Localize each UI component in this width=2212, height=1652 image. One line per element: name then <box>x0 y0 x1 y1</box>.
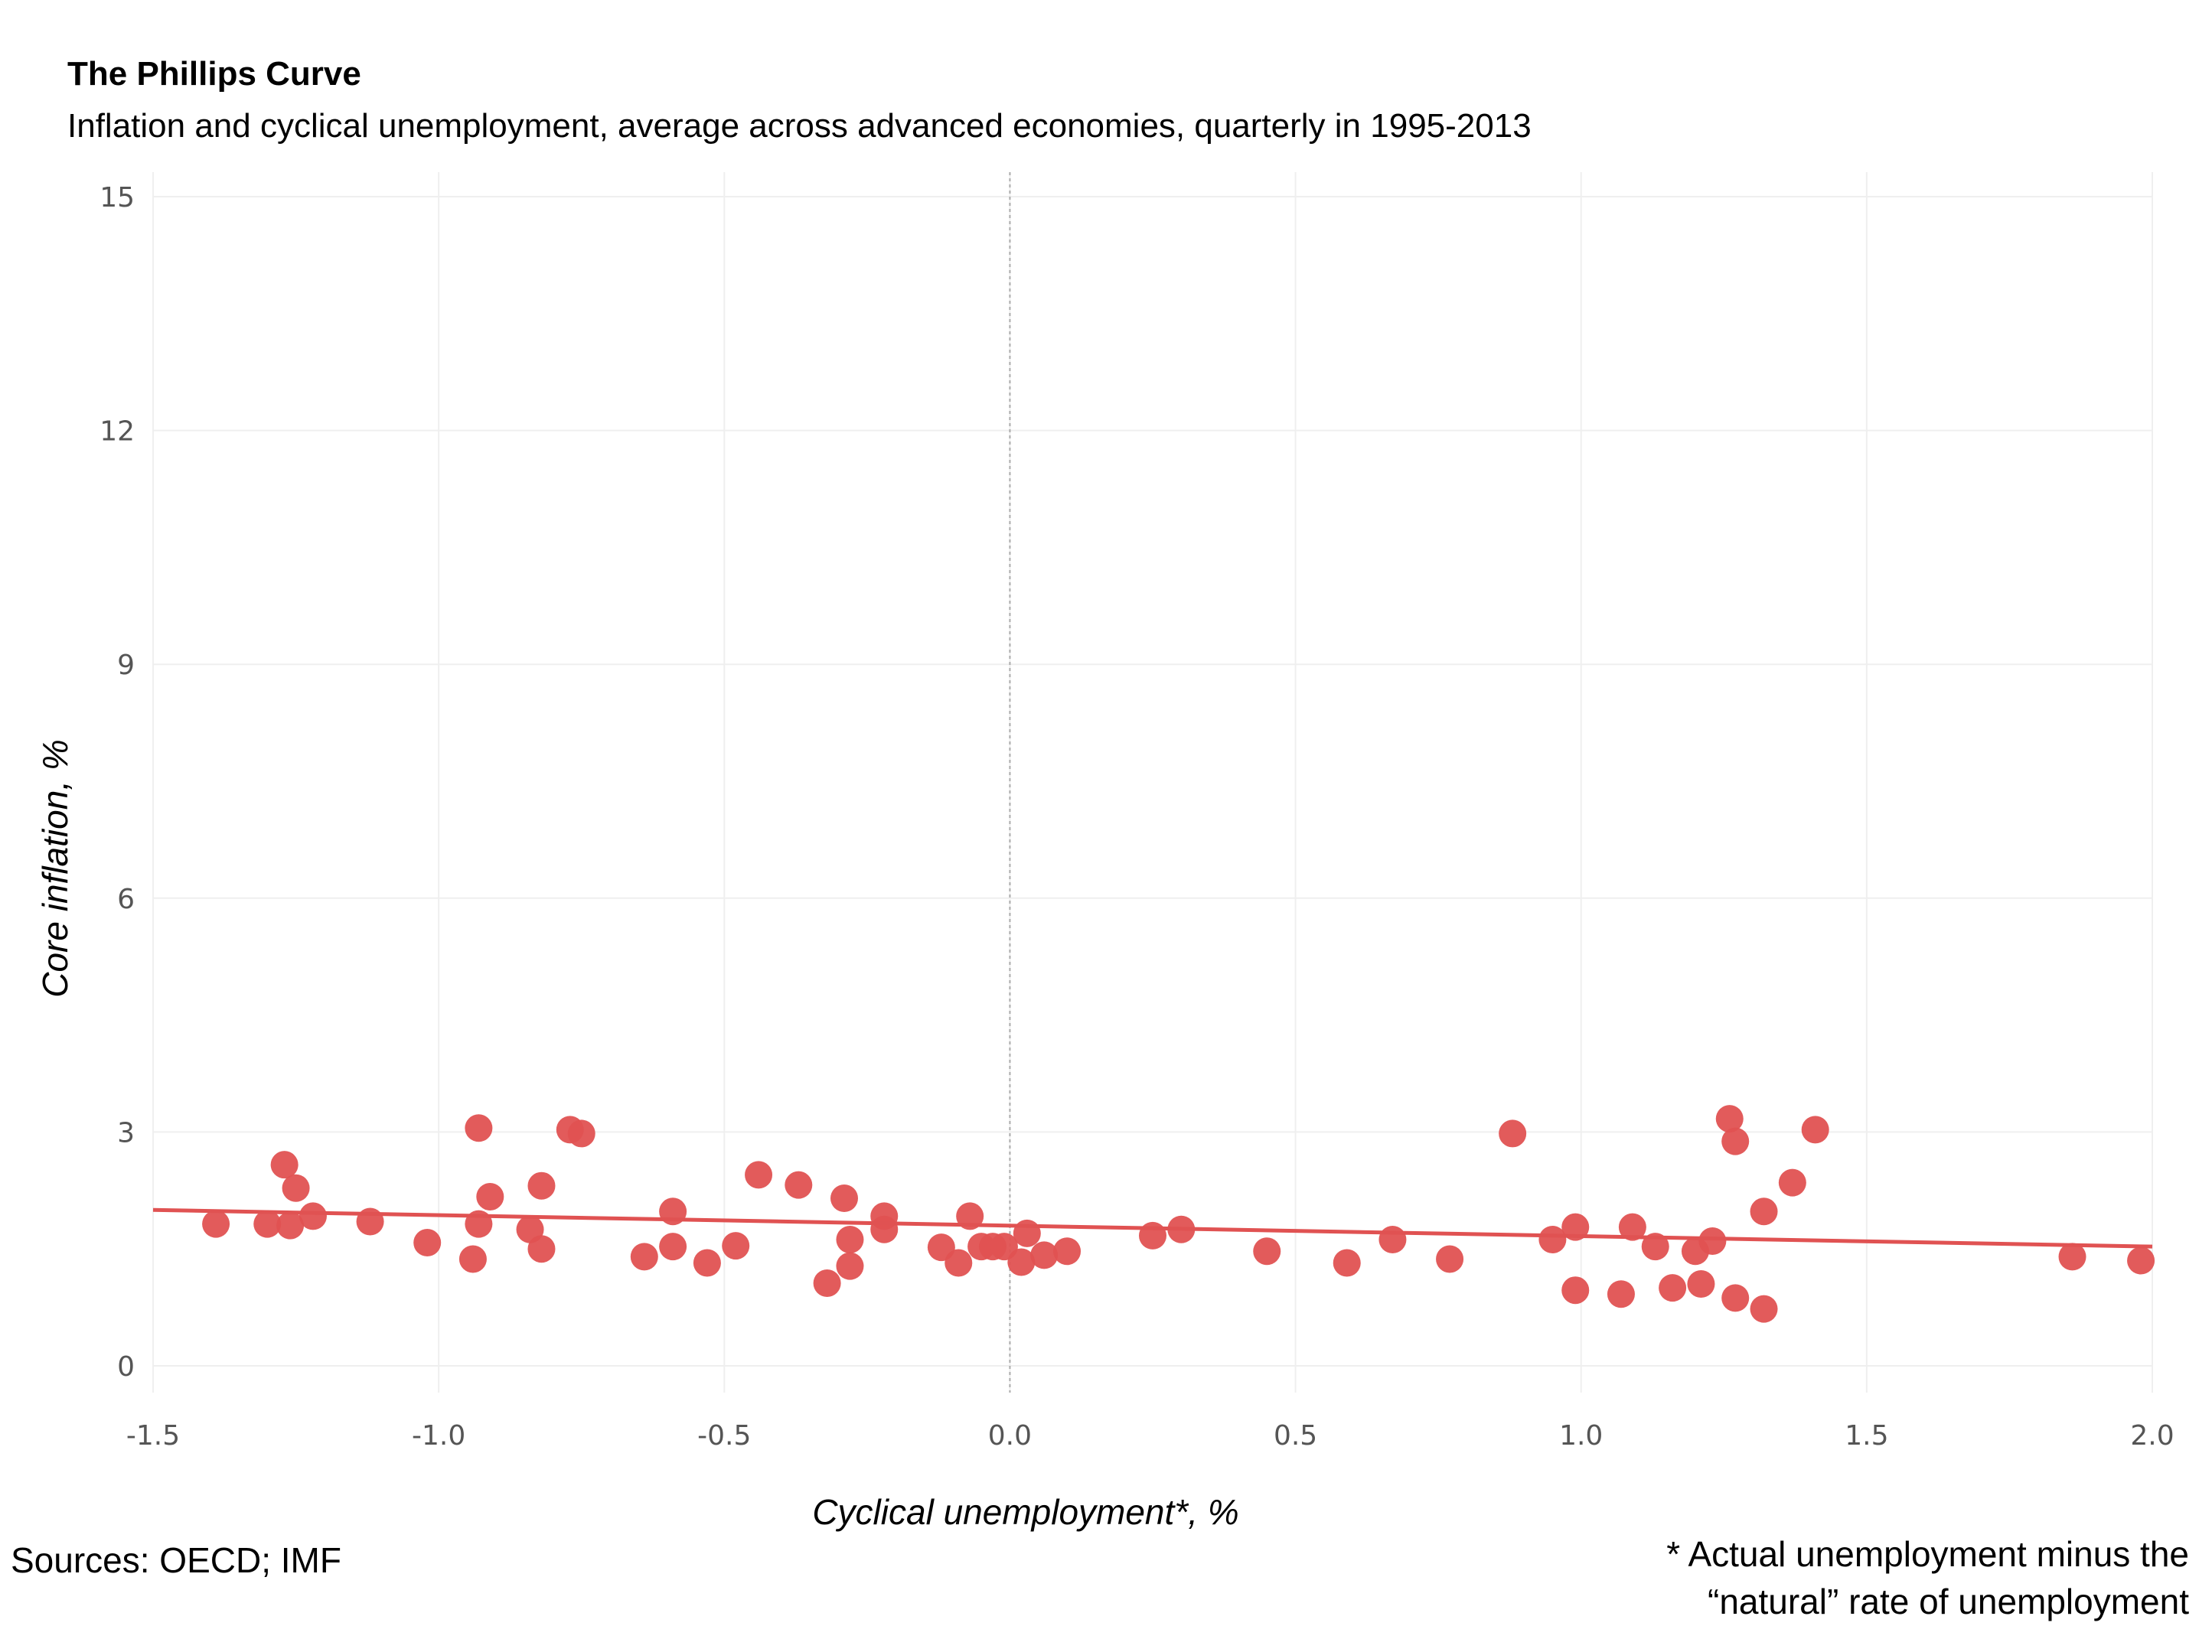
data-point <box>476 1182 504 1210</box>
data-point <box>1007 1248 1036 1276</box>
trend-line <box>152 1207 2153 1249</box>
data-point <box>1715 1105 1744 1133</box>
data-point <box>1750 1295 1778 1323</box>
data-point <box>1778 1168 1806 1197</box>
source-note: Sources: OECD; IMF <box>11 1540 341 1580</box>
chart-title: The Phillips Curve <box>67 55 361 93</box>
data-point <box>1659 1274 1687 1302</box>
grid-lines <box>152 172 2153 1393</box>
data-point <box>1750 1197 1778 1226</box>
x-tick-label: 0.0 <box>988 1420 1032 1452</box>
data-point <box>1053 1237 1082 1266</box>
data-point <box>299 1202 327 1230</box>
data-point <box>785 1171 813 1199</box>
data-point <box>630 1243 658 1271</box>
data-point <box>458 1245 487 1273</box>
data-point <box>282 1174 310 1202</box>
data-point <box>1698 1227 1727 1256</box>
footnote-line-2: “natural” rate of unemployment <box>1708 1582 2189 1621</box>
data-point <box>202 1210 230 1238</box>
x-tick-label: -1.0 <box>412 1420 465 1452</box>
y-tick-label: 0 <box>117 1351 135 1383</box>
y-axis-title: Core inflation, % <box>35 739 75 998</box>
y-tick-label: 15 <box>100 182 135 213</box>
y-tick-label: 3 <box>117 1117 135 1149</box>
data-point <box>2127 1246 2155 1275</box>
chart-subtitle: Inflation and cyclical unemployment, ave… <box>67 107 1532 145</box>
data-point <box>1607 1280 1635 1308</box>
data-point <box>1139 1221 1166 1250</box>
x-tick-label: 1.0 <box>1559 1420 1603 1452</box>
data-point <box>276 1211 305 1240</box>
data-point <box>1687 1270 1715 1298</box>
data-point <box>870 1215 899 1243</box>
data-point <box>567 1119 595 1148</box>
y-tick-label: 6 <box>117 884 135 915</box>
data-point <box>1721 1284 1750 1312</box>
data-point <box>1499 1119 1527 1148</box>
x-axis-ticks: -1.5 -1.0 -0.5 0.0 0.5 1.0 1.5 2.0 <box>126 1420 2174 1452</box>
data-point <box>813 1269 841 1298</box>
x-tick-label: -1.5 <box>126 1420 180 1452</box>
data-points <box>202 1105 2155 1323</box>
data-point <box>2058 1243 2086 1271</box>
data-point <box>722 1232 750 1260</box>
data-point <box>253 1210 282 1238</box>
x-axis-title: Cyclical unemployment*, % <box>812 1492 1238 1532</box>
data-point <box>659 1233 687 1261</box>
footnote-line-1: * Actual unemployment minus the <box>1666 1534 2189 1574</box>
data-point <box>270 1151 299 1179</box>
data-point <box>1801 1116 1829 1144</box>
footnote: * Actual unemployment minus the “natural… <box>1666 1530 2189 1625</box>
data-point <box>1030 1241 1059 1269</box>
data-point <box>527 1171 556 1200</box>
data-point <box>465 1114 493 1142</box>
data-point <box>1721 1127 1750 1155</box>
data-point <box>1013 1219 1041 1247</box>
data-point <box>836 1225 864 1253</box>
y-tick-label: 12 <box>100 416 135 448</box>
data-point <box>1378 1225 1407 1253</box>
data-point <box>1333 1249 1361 1277</box>
y-axis-ticks: 0 3 6 9 12 15 <box>100 182 135 1383</box>
data-point <box>830 1184 859 1212</box>
data-point <box>745 1161 773 1189</box>
x-tick-label: -0.5 <box>697 1420 751 1452</box>
y-tick-label: 9 <box>117 650 135 681</box>
data-point <box>1538 1225 1567 1253</box>
data-point <box>693 1249 721 1277</box>
data-point <box>413 1229 442 1257</box>
data-point <box>1618 1213 1646 1241</box>
x-tick-label: 0.5 <box>1274 1420 1317 1452</box>
x-tick-label: 1.5 <box>1845 1420 1888 1452</box>
data-point <box>527 1235 556 1263</box>
data-point <box>1641 1233 1669 1261</box>
data-point <box>1561 1276 1590 1305</box>
data-point <box>836 1252 864 1280</box>
data-point <box>1436 1245 1464 1273</box>
x-tick-label: 2.0 <box>2130 1420 2174 1452</box>
data-point <box>1253 1237 1281 1266</box>
data-point <box>945 1249 973 1277</box>
